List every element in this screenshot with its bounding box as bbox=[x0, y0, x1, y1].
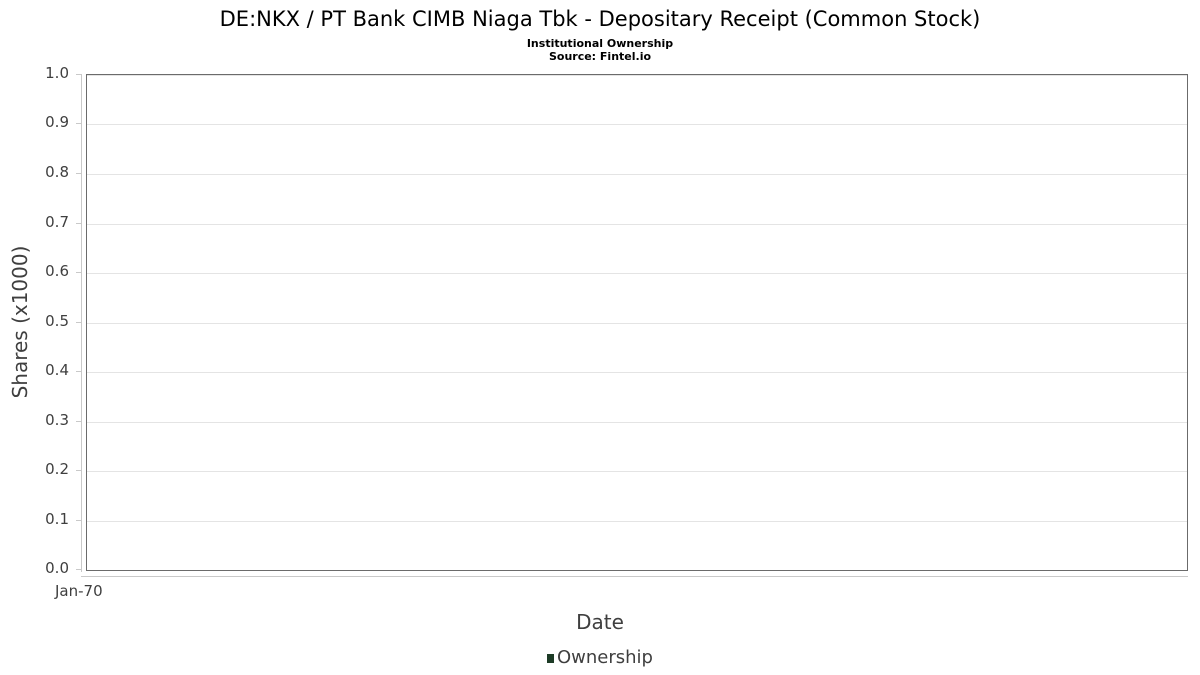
x-axis-tick-label: Jan-70 bbox=[55, 582, 103, 600]
gridline bbox=[87, 224, 1187, 225]
y-axis-tick-mark bbox=[76, 223, 81, 224]
x-axis-line bbox=[81, 576, 1188, 577]
legend-label-ownership: Ownership bbox=[557, 647, 653, 668]
y-axis-tick-label: 0.8 bbox=[45, 163, 69, 181]
gridline bbox=[87, 471, 1187, 472]
y-axis-tick-mark bbox=[76, 421, 81, 422]
legend-swatch-icon bbox=[547, 653, 554, 663]
y-axis-tick-mark bbox=[76, 272, 81, 273]
gridline bbox=[87, 521, 1187, 522]
y-axis-tick-mark bbox=[76, 470, 81, 471]
gridline bbox=[87, 323, 1187, 324]
y-axis-tick-mark bbox=[76, 173, 81, 174]
y-axis-tick-label: 0.1 bbox=[45, 510, 69, 528]
gridline bbox=[87, 273, 1187, 274]
y-axis-tick-label: 0.2 bbox=[45, 460, 69, 478]
series-layer-ownership bbox=[87, 75, 1187, 570]
legend-item-ownership[interactable]: Ownership bbox=[547, 648, 653, 668]
chart-source-label: Source: Fintel.io bbox=[548, 50, 652, 63]
gridline bbox=[87, 75, 1187, 76]
y-axis-tick-mark bbox=[76, 322, 81, 323]
x-axis-title: Date bbox=[576, 610, 624, 634]
y-axis-tick-label: 0.9 bbox=[45, 113, 69, 131]
gridline bbox=[87, 174, 1187, 175]
y-axis-title: Shares (x1000) bbox=[8, 245, 32, 399]
y-axis-tick-label: 0.7 bbox=[45, 213, 69, 231]
y-axis-tick-mark bbox=[76, 123, 81, 124]
gridline bbox=[87, 124, 1187, 125]
gridline bbox=[87, 422, 1187, 423]
y-axis-tick-label: 0.5 bbox=[45, 312, 69, 330]
gridline bbox=[87, 372, 1187, 373]
y-axis-tick-mark bbox=[76, 74, 81, 75]
chart-title: DE:NKX / PT Bank CIMB Niaga Tbk - Deposi… bbox=[219, 7, 981, 31]
chart-legend: Ownership bbox=[0, 648, 1200, 668]
y-axis-tick-label: 0.4 bbox=[45, 361, 69, 379]
y-axis-tick-label: 0.3 bbox=[45, 411, 69, 429]
y-axis-tick-mark bbox=[76, 371, 81, 372]
y-axis-tick-label: 0.0 bbox=[45, 559, 69, 577]
y-axis-line bbox=[81, 74, 82, 572]
chart-title-block: DE:NKX / PT Bank CIMB Niaga Tbk - Deposi… bbox=[0, 0, 1200, 63]
plot-area bbox=[86, 74, 1188, 571]
chart-subtitle: Institutional Ownership bbox=[526, 37, 674, 50]
y-axis-tick-label: 1.0 bbox=[45, 64, 69, 82]
y-axis-tick-label: 0.6 bbox=[45, 262, 69, 280]
y-axis-tick-mark bbox=[76, 520, 81, 521]
y-axis-tick-mark bbox=[76, 569, 81, 570]
